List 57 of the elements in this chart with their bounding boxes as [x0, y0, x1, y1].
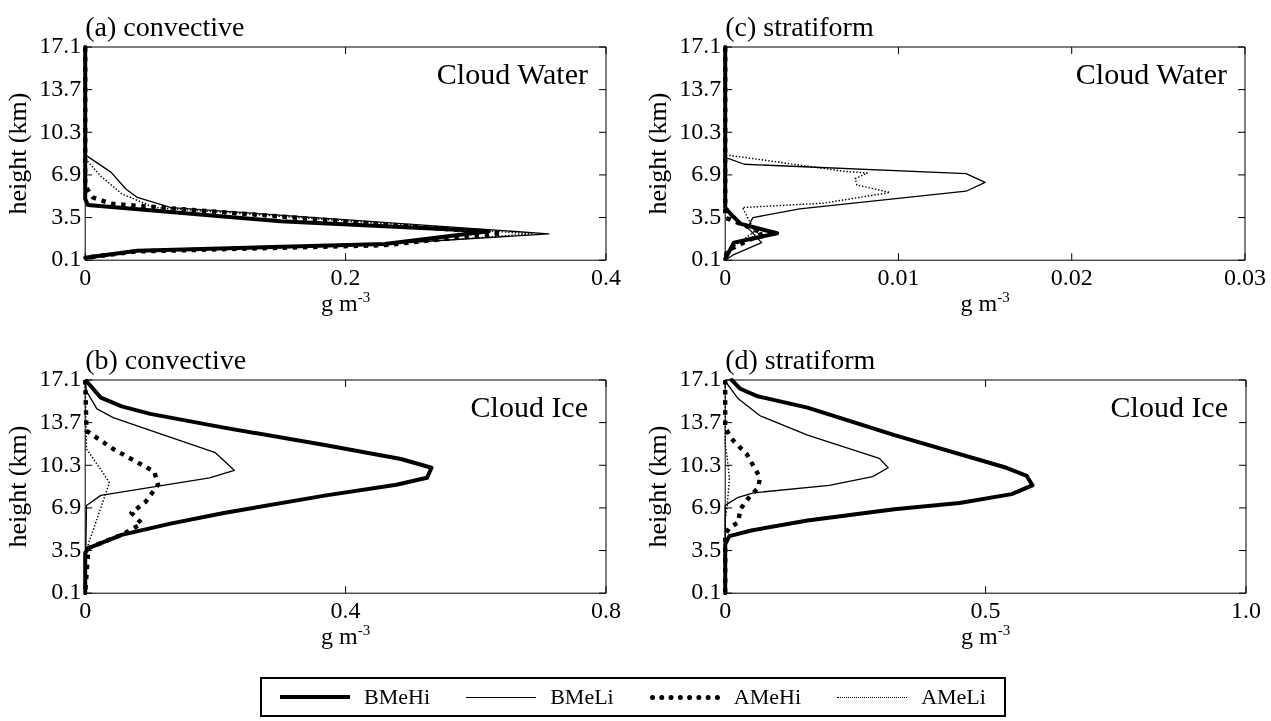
chart-title: (a) convective [85, 11, 245, 42]
y-tick-label: 6.9 [691, 493, 722, 520]
x-tick-label: 0.03 [1224, 263, 1266, 290]
y-tick-label: 17.1 [39, 365, 82, 392]
y-tick-label: 17.1 [679, 32, 722, 59]
y-tick-label: 6.9 [51, 493, 82, 520]
x-tick-label: 0.02 [1050, 263, 1093, 290]
y-axis-title: height (km) [3, 425, 33, 548]
y-axis-title: height (km) [643, 425, 673, 548]
legend-label: BMeHi [364, 684, 431, 710]
y-tick-label: 10.3 [679, 450, 722, 477]
x-tick-label: 0.5 [970, 596, 1001, 623]
chart-title: (d) stratiform [725, 344, 876, 375]
y-tick-label: 13.7 [39, 74, 82, 101]
y-tick-label: 0.1 [691, 245, 722, 272]
y-tick-label: 17.1 [679, 365, 722, 392]
chart-title: (c) stratiform [725, 11, 874, 42]
y-tick-label: 10.3 [39, 117, 82, 144]
x-tick-label: 0.01 [877, 263, 920, 290]
x-tick-label: 0 [719, 596, 732, 623]
y-tick-label: 3.5 [691, 535, 722, 562]
x-tick-label: 0 [79, 596, 92, 623]
legend-label: AMeLi [921, 684, 986, 710]
y-tick-label: 3.5 [51, 202, 82, 229]
annotation: Cloud Water [1075, 56, 1228, 90]
y-tick-label: 10.3 [679, 117, 722, 144]
x-tick-label: 0.4 [591, 263, 621, 290]
y-axis-title: height (km) [3, 92, 33, 215]
legend-label: AMeHi [733, 684, 802, 710]
x-axis-title: g m$^{-3}$ [961, 622, 1011, 650]
y-tick-label: 0.1 [691, 578, 722, 605]
x-tick-label: 0.4 [330, 596, 361, 623]
y-tick-label: 13.7 [39, 407, 82, 434]
y-tick-label: 10.3 [39, 450, 82, 477]
y-axis-title: height (km) [643, 92, 673, 215]
y-tick-label: 13.7 [679, 74, 722, 101]
y-tick-label: 0.1 [51, 578, 82, 605]
x-axis-title: g m$^{-3}$ [321, 289, 371, 317]
y-tick-label: 3.5 [691, 202, 722, 229]
y-tick-label: 6.9 [51, 160, 82, 187]
x-tick-label: 0 [79, 263, 92, 290]
x-tick-label: 0 [719, 263, 732, 290]
chart-title: (b) convective [85, 344, 247, 375]
x-tick-label: 1.0 [1231, 596, 1261, 623]
annotation: Cloud Ice [1110, 389, 1228, 423]
legend-label: BMeLi [550, 684, 614, 710]
y-tick-label: 13.7 [679, 407, 722, 434]
x-axis-title: g m$^{-3}$ [960, 289, 1010, 317]
y-tick-label: 17.1 [39, 32, 82, 59]
x-tick-label: 0.2 [330, 263, 361, 290]
y-tick-label: 3.5 [51, 535, 82, 562]
y-tick-label: 0.1 [51, 245, 82, 272]
y-tick-label: 6.9 [691, 160, 722, 187]
annotation: Cloud Water [436, 56, 589, 90]
x-axis-title: g m$^{-3}$ [321, 622, 371, 650]
x-tick-label: 0.8 [591, 596, 621, 623]
annotation: Cloud Ice [470, 389, 588, 423]
